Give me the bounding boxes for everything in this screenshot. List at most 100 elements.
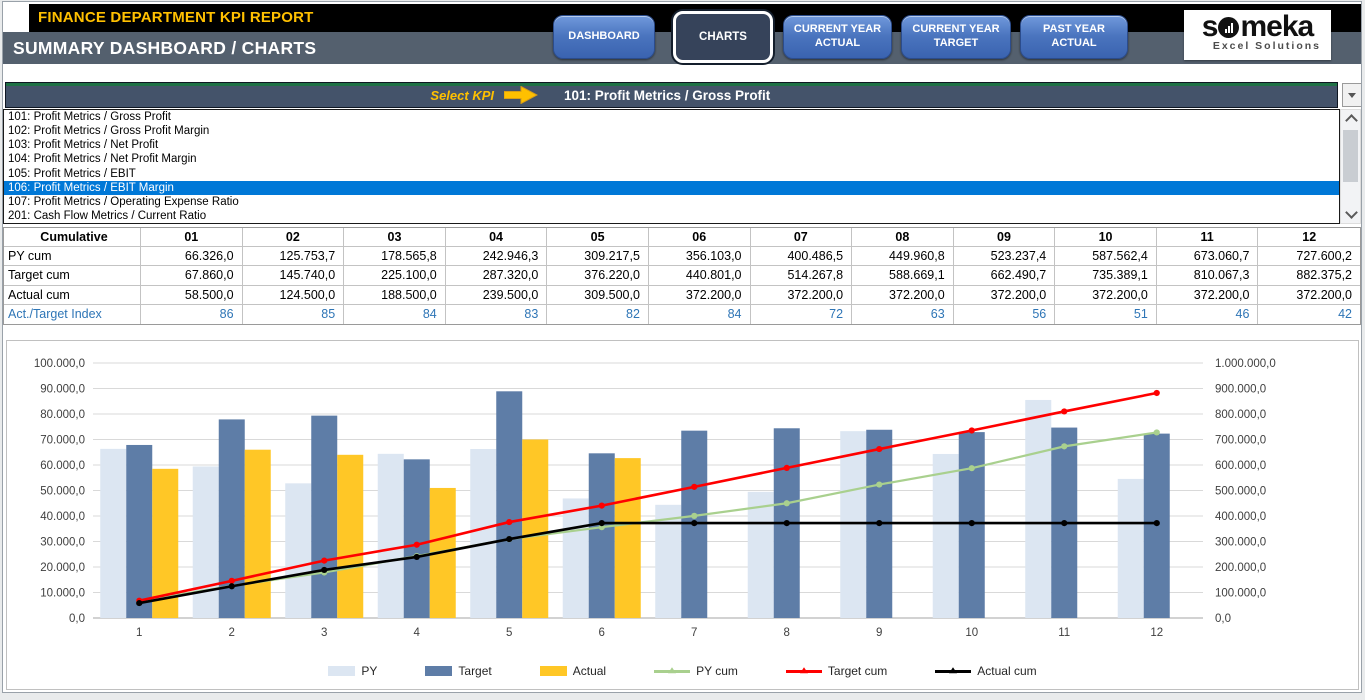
nav-buttons: DASHBOARD CHARTS CURRENT YEAR ACTUAL CURRENT…: [3, 2, 1361, 64]
kpi-dropdown-button[interactable]: [1342, 83, 1361, 107]
chart-plot: 0,0 10.000,0 20.000,0 30.000,0 40.000,0 50.00…: [34, 358, 1276, 639]
legend-line-swatch: [935, 667, 972, 674]
table-cell: 72: [751, 304, 853, 324]
legend-marker: [949, 667, 958, 674]
listbox-item[interactable]: 107: Profit Metrics / Operating Expense …: [8, 195, 239, 208]
table-cell: 46: [1157, 304, 1259, 324]
table-cell: 84: [344, 304, 446, 324]
table-cell: 51: [1055, 304, 1157, 324]
listbox-item[interactable]: 101: Profit Metrics / Gross Profit: [8, 111, 171, 124]
svg-text:50.000,0: 50.000,0: [40, 486, 85, 498]
svg-text:20.000,0: 20.000,0: [40, 562, 85, 574]
page-title: FINANCE DEPARTMENT KPI REPORT: [38, 9, 314, 26]
table-cell: 309.500,0: [547, 285, 649, 305]
svg-text:5: 5: [506, 627, 512, 639]
table-cell: 239.500,0: [445, 285, 548, 305]
table-cell: 58.500,0: [141, 285, 243, 305]
table-cell: 372.200,0: [1258, 286, 1360, 305]
table-month-header: 10: [1055, 228, 1157, 248]
table-cell: 587.562,4: [1055, 247, 1157, 267]
table-cell: 56: [954, 304, 1056, 324]
table-cell: 309.217,5: [547, 247, 649, 267]
table-cell: 287.320,0: [445, 266, 548, 286]
legend-swatch: [539, 666, 567, 676]
select-kpi-label: Select KPI: [430, 87, 494, 103]
listbox-item[interactable]: 102: Profit Metrics / Gross Profit Margi…: [8, 125, 210, 138]
legend-swatch: [328, 666, 356, 676]
header: FINANCE DEPARTMENT KPI REPORT SUMMARY DA…: [3, 2, 1361, 64]
svg-text:7: 7: [691, 627, 697, 639]
selected-kpi-value: 101: Profit Metrics / Gross Profit: [564, 87, 771, 103]
scrollbar-thumb[interactable]: [1343, 130, 1358, 182]
svg-text:0,0: 0,0: [69, 613, 85, 625]
kpi-listbox[interactable]: 101: Profit Metrics / Gross Profit 102: P…: [3, 109, 1340, 224]
svg-text:500.000,0: 500.000,0: [1215, 486, 1266, 498]
svg-text:9: 9: [876, 627, 882, 639]
table-cell: 242.946,3: [445, 247, 548, 267]
cumulative-table: Cumulative 01 02 03 04 05 06 07 08 09 10 11 12 PY cum…: [3, 227, 1361, 325]
page-subtitle: SUMMARY DASHBOARD / CHARTS: [13, 38, 317, 58]
nav-button-label: DASHBOARD: [568, 30, 640, 43]
nav-button-current-year-actual[interactable]: CURRENT YEAR ACTUAL: [783, 15, 892, 59]
nav-button-label: TARGET: [933, 37, 979, 49]
logo-tagline: Excel Solutions: [1212, 40, 1321, 52]
table-month-header: 03: [344, 228, 446, 248]
legend-label: Actual cum: [977, 664, 1037, 678]
legend-marker: [668, 667, 677, 674]
table-cell: 372.200,0: [852, 285, 954, 305]
table-cell: 673.060,7: [1156, 247, 1259, 267]
table-cell: 735.389,1: [1055, 266, 1157, 286]
table-row-label: PY cum: [4, 247, 141, 267]
legend-item-target[interactable]: Target: [425, 664, 492, 678]
legend-item-py-cum[interactable]: PY cum: [654, 664, 738, 678]
table-cell: 84: [649, 304, 751, 324]
legend-marker: [799, 667, 808, 674]
table-cell: 83: [446, 304, 548, 324]
legend-item-py[interactable]: PY: [328, 664, 377, 678]
svg-text:800.000,0: 800.000,0: [1215, 409, 1266, 421]
kpi-selector-bar: Select KPI 101: Profit Metrics / Gross P…: [5, 82, 1338, 108]
nav-button-current-year-target[interactable]: CURRENT YEAR TARGET: [901, 15, 1011, 59]
table-month-header: 01: [141, 228, 243, 248]
table-cell: 440.801,0: [648, 266, 751, 286]
legend-line-swatch: [785, 667, 822, 674]
listbox-item[interactable]: 201: Cash Flow Metrics / Current Ratio: [8, 209, 207, 222]
legend-item-target-cum[interactable]: Target cum: [785, 664, 888, 678]
svg-text:6: 6: [599, 627, 605, 639]
listbox-item[interactable]: 104: Profit Metrics / Net Profit Margin: [8, 153, 197, 166]
table-cell: 727.600,2: [1258, 247, 1360, 267]
svg-text:0,0: 0,0: [1215, 613, 1231, 625]
svg-text:300.000,0: 300.000,0: [1215, 537, 1266, 549]
nav-button-dashboard[interactable]: DASHBOARD: [553, 15, 655, 59]
listbox-item[interactable]: 105: Profit Metrics / EBIT: [8, 167, 136, 180]
legend-item-actual-cum[interactable]: Actual cum: [935, 664, 1037, 678]
svg-text:12: 12: [1150, 627, 1163, 639]
table-cell: 42: [1338, 307, 1352, 322]
scroll-up-icon[interactable]: [1345, 114, 1358, 127]
table-cell: 63: [852, 304, 954, 324]
legend-label: Target cum: [827, 664, 888, 678]
table-month-header: 07: [750, 228, 853, 248]
legend-item-actual[interactable]: Actual: [539, 664, 606, 678]
listbox-scrollbar[interactable]: [1340, 109, 1361, 224]
scroll-down-icon[interactable]: [1345, 206, 1358, 219]
table-row-label: Target cum: [4, 266, 141, 286]
listbox-item[interactable]: 103: Profit Metrics / Net Profit: [8, 139, 159, 152]
legend-swatch: [425, 666, 453, 676]
legend-label: Target: [458, 664, 492, 678]
bar-chart-icon: [1218, 16, 1240, 38]
svg-text:700.000,0: 700.000,0: [1215, 435, 1266, 447]
table-month-header: 02: [242, 228, 345, 248]
nav-button-label: CURRENT YEAR: [793, 23, 882, 36]
svg-text:1: 1: [136, 627, 142, 639]
svg-text:10.000,0: 10.000,0: [40, 588, 85, 600]
svg-text:10: 10: [965, 627, 978, 639]
svg-text:90.000,0: 90.000,0: [40, 384, 85, 396]
table-cell: 372.200,0: [1156, 285, 1259, 305]
listbox-item[interactable]: 106: Profit Metrics / EBIT Margin: [4, 180, 1339, 195]
nav-button-past-year-actual[interactable]: PAST YEAR ACTUAL: [1020, 15, 1128, 59]
table-cell: 882.375,2: [1258, 266, 1360, 286]
nav-button-charts[interactable]: CHARTS: [673, 11, 773, 63]
table-month-header: 09: [953, 228, 1056, 248]
table-cell: 188.500,0: [344, 285, 446, 305]
